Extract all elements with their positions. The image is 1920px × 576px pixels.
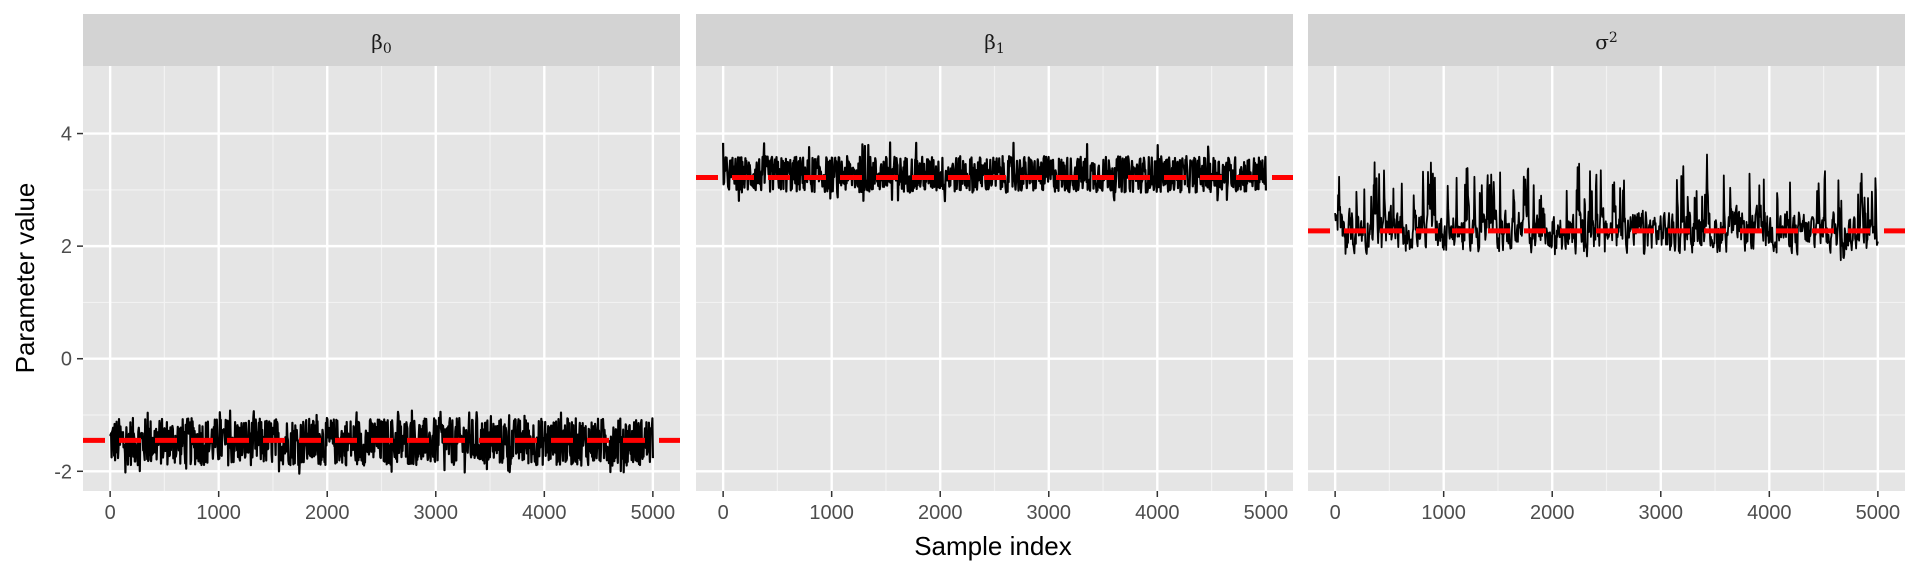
panel-1: β0 0 1000 2000 3000 4000 5000 xyxy=(83,14,680,524)
panel-2: β1 0 1000 2000 3000 4000 5000 xyxy=(696,14,1293,524)
y-tick-label: 4 xyxy=(61,124,72,146)
trace-series xyxy=(722,141,1267,203)
y-tick-label: -2 xyxy=(54,461,72,483)
y-axis-title: Parameter value xyxy=(10,183,40,374)
x-axis-title: Sample index xyxy=(914,531,1072,561)
x-tick-label: 5000 xyxy=(1244,502,1289,524)
x-tick-label: 3000 xyxy=(414,502,459,524)
facet-strip-label: β0 xyxy=(371,30,391,57)
x-tick-label: 2000 xyxy=(305,502,350,524)
x-tick-label: 0 xyxy=(718,502,729,524)
facet-strip-label: σ2 xyxy=(1595,30,1618,54)
x-tick-label: 4000 xyxy=(1747,502,1792,524)
x-tick-label: 5000 xyxy=(1856,502,1901,524)
x-tick-label: 2000 xyxy=(1530,502,1575,524)
facet-strip xyxy=(83,14,680,66)
x-tick-label: 0 xyxy=(1330,502,1341,524)
x-tick-label: 2000 xyxy=(918,502,963,524)
facet-strip-label: β1 xyxy=(984,30,1004,57)
x-tick-label: 4000 xyxy=(1135,502,1180,524)
x-tick-label: 0 xyxy=(105,502,116,524)
y-tick-label: 2 xyxy=(61,236,72,258)
x-tick-label: 1000 xyxy=(1421,502,1466,524)
x-tick-label: 3000 xyxy=(1639,502,1684,524)
trace-series xyxy=(109,409,654,475)
x-tick-label: 5000 xyxy=(631,502,676,524)
x-tick-label: 1000 xyxy=(196,502,241,524)
facet-strip xyxy=(696,14,1293,66)
x-tick-label: 1000 xyxy=(809,502,854,524)
x-tick-label: 4000 xyxy=(522,502,567,524)
panel-3: σ2 0 1000 2000 3000 4000 5000 xyxy=(1308,14,1905,524)
facet-strip xyxy=(1308,14,1905,66)
x-tick-label: 3000 xyxy=(1027,502,1072,524)
y-tick-label: 0 xyxy=(61,349,72,371)
